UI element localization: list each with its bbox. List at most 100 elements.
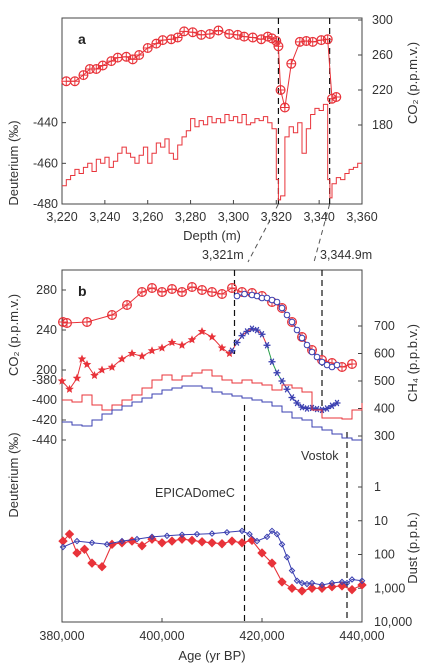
panel-b-ch4-star-point: [72, 373, 82, 382]
panel-b-dust-vostok-point: [237, 538, 247, 548]
panel-b-dust-epica-point: [358, 577, 366, 585]
panel-b-co2-vostok-line: [62, 286, 353, 368]
panel-b-ch4-asterisk-point: [329, 402, 335, 410]
panel-b-co2-blue-point: [288, 318, 296, 326]
panel-b-dust-vostok-point: [117, 538, 127, 548]
panel-b-dust-epica-point: [148, 533, 156, 541]
panel-b-ch4-star-point: [137, 351, 147, 360]
panel-b-dust-epica-point: [288, 567, 296, 574]
panel-a-right-tick-label: 220: [372, 83, 393, 97]
panel-b-dust-epica-point: [273, 530, 281, 538]
vostok-label: Vostok: [301, 449, 339, 463]
panel-b-ch4-asterisk-point: [334, 399, 340, 407]
panel-b-ch4-star-point: [97, 365, 107, 374]
panel-b-dust-vostok-point: [72, 548, 82, 558]
panel-b-ch4-asterisk-point: [314, 405, 320, 413]
panel-b-dust-epica-point: [223, 528, 231, 536]
panel-b-dust-tick-label: 100: [374, 548, 395, 562]
panel-b-x-tick-label: 400,000: [139, 629, 184, 643]
panel-b-dust-vostok-point: [227, 536, 237, 546]
panel-b-ch4-star-point: [65, 384, 74, 393]
panel-a-left-tick-label: -460: [33, 156, 58, 170]
panel-b-ch4-star-point: [117, 354, 127, 363]
panel-b-dust-vostok-point: [297, 586, 307, 596]
panel-b-dust-tick-label: 10,000: [374, 615, 412, 629]
panel-b-co2-tick-label: 280: [36, 283, 57, 297]
panel-b-x-tick-label: 420,000: [239, 629, 284, 643]
panel-b-dust-vostok-point: [79, 544, 90, 554]
panel-b-dust-vostok-point: [357, 580, 367, 590]
panel-a-frame: [61, 17, 363, 205]
panel-b-ch4-asterisk-point: [239, 332, 245, 339]
panel-b-dust-epica-point: [338, 578, 346, 586]
panel-b-dust-epica-point: [73, 537, 81, 545]
panel-b-dust-vostok-point: [207, 538, 217, 548]
panel-b-dust-axis-label: Dust (p.p.b.): [405, 512, 420, 584]
panel-b-co2-blue-point: [278, 304, 286, 312]
panel-b-dust-epica-point: [59, 543, 67, 551]
panel-b-ch4-asterisk-point: [254, 326, 260, 334]
panel-b-ch4-asterisk-point: [249, 325, 255, 333]
panel-b-dust-epica-point: [263, 533, 271, 541]
panel-b-ch4-star-point: [107, 362, 117, 371]
panel-b-dust-vostok-point: [277, 577, 287, 587]
panel-b-dust-epica-point: [303, 580, 311, 588]
panel-b-ch4-star-point: [187, 335, 197, 344]
panel-b-dust-epica-point: [178, 531, 186, 539]
panel-b-co2-blue-point: [333, 361, 341, 369]
panel-b-co2-blue-point: [241, 290, 248, 298]
panel-b-dust-epica-point: [328, 579, 336, 587]
panel-b-deuterium-tick-label: -440: [32, 433, 57, 447]
panel-b-dust-epica-point: [103, 541, 111, 548]
panel-b-dust-epica-point: [246, 530, 253, 538]
panel-b-dust-epica-point: [118, 537, 126, 545]
panel-b-co2-axis-label: CO₂ (p.p.m.v.): [6, 294, 21, 376]
panel-b-dust-tick-label: 1,000: [374, 581, 405, 595]
panel-b-deuterium-epica-line: [62, 385, 362, 441]
panel-b-ch4-star-point: [157, 343, 167, 352]
panel-b-dust-vostok-point: [257, 548, 267, 558]
panel-a-left-tick-label: -480: [33, 197, 58, 211]
panel-b-ch4-tick-label: 500: [374, 374, 395, 388]
panel-b-deuterium-axis-label: Deuterium (‰): [6, 432, 21, 517]
panel-b-dust-epica-line: [62, 530, 363, 586]
panel-b-ch4-asterisk-segment: [266, 345, 273, 362]
panel-b-dust-vostok-point: [137, 541, 147, 551]
panel-b-ch4-asterisk-point: [259, 330, 265, 338]
panel-a-x-tick-label: 3,320: [261, 210, 292, 224]
panel-b-dust-epica-point: [208, 530, 216, 537]
panel-b-ch4-tick-label: 600: [374, 347, 395, 361]
panel-b-ch4-axis-label: CH₄ (p.p.b.v.): [405, 324, 420, 402]
panel-b-ch4-asterisk-point: [299, 403, 305, 411]
panel-b-dust-epica-point: [298, 579, 306, 587]
panel-b-dust-vostok-point: [157, 538, 167, 548]
panel-a-x-tick-label: 3,220: [46, 210, 77, 224]
panel-b-frame: [61, 269, 363, 623]
panel-b-ch4-tick-label: 300: [374, 429, 395, 443]
panel-b-deuterium-tick-label: -400: [32, 393, 57, 407]
panel-a-left-axis-label: Deuterium (‰): [6, 120, 21, 205]
panel-b-dust-vostok-point: [327, 581, 337, 592]
panel-b-co2-tick-label: 200: [36, 363, 57, 377]
panel-b-dust-epica-point: [163, 532, 171, 540]
panel-b-ch4-star-point: [57, 376, 67, 385]
panel-a-x-tick-label: 3,280: [175, 210, 206, 224]
panel-b-ch4-asterisk-point: [229, 347, 235, 355]
panel-b-deuterium-tick-label: -420: [32, 413, 57, 427]
panel-b-ch4-star-point: [177, 340, 187, 349]
panel-a-right-tick-label: 180: [372, 118, 393, 132]
panel-b-dust-tick-label: 1: [374, 480, 381, 494]
panel-b-dust-epica-point: [133, 535, 141, 543]
panel-b-dust-epica-point: [193, 530, 201, 538]
panel-b-ch4-asterisk-point: [304, 405, 310, 412]
panel-b-dust-vostok-point: [287, 583, 297, 593]
panel-b-ch4-asterisk-point: [269, 358, 275, 366]
panel-b-ch4-asterisk-point: [284, 385, 290, 393]
panel-b-dust-epica-point: [238, 527, 246, 535]
panel-b-deuterium-vostok-line: [62, 369, 363, 420]
depth-connector-line: [313, 203, 331, 263]
panel-a-deuterium-step-line: [62, 103, 362, 201]
panel-a-left-tick-label: -440: [33, 116, 58, 130]
panel-b-ch4-star-point: [82, 360, 92, 369]
panel-b-ch4-tick-label: 400: [374, 402, 395, 416]
